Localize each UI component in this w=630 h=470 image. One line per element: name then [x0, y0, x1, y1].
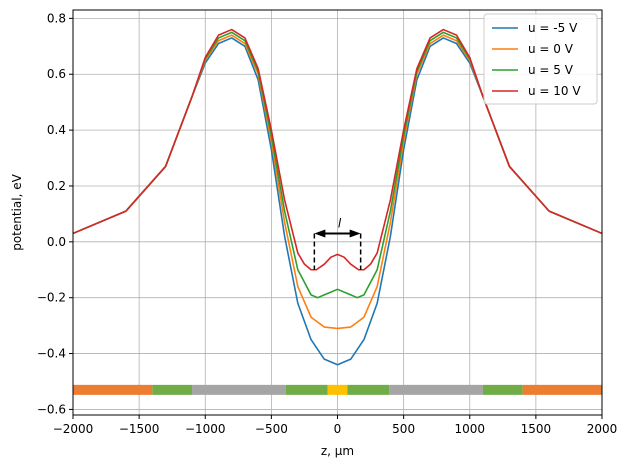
y-tick-label: 0.2	[47, 179, 66, 193]
x-tick-label: 2000	[587, 422, 618, 436]
y-tick-label: 0.8	[47, 11, 66, 25]
x-axis-label: z, μm	[321, 444, 354, 458]
electrode-segment	[327, 384, 348, 395]
y-tick-label: 0.0	[47, 235, 66, 249]
legend-entry: u = 0 V	[528, 42, 574, 56]
x-tick-label: 0	[334, 422, 342, 436]
electrode-segment	[482, 384, 523, 395]
x-tick-label: −2000	[53, 422, 94, 436]
electrode-segment	[192, 384, 286, 395]
electrode-segment	[285, 384, 328, 395]
series-line	[72, 31, 603, 299]
electrode-bar	[73, 384, 602, 395]
l-marker-arrowhead-left	[314, 229, 326, 238]
series-line	[72, 34, 603, 330]
axis-ticks: −2000 −1500 −1000 −500 0 500 1000 1500 2000 −0.6 −…	[37, 11, 617, 436]
x-tick-label: 1500	[521, 422, 552, 436]
y-tick-label: −0.2	[37, 291, 66, 305]
x-tick-label: −1000	[185, 422, 226, 436]
x-tick-label: −500	[255, 422, 288, 436]
legend-entry: u = 5 V	[528, 63, 574, 77]
grid	[72, 10, 603, 415]
series-line	[72, 37, 603, 366]
y-tick-label: −0.4	[37, 347, 66, 361]
electrode-segment	[347, 384, 390, 395]
electrode-segment	[73, 384, 153, 395]
electrode-segment	[389, 384, 483, 395]
l-marker-label: l	[338, 216, 342, 230]
series-line	[72, 28, 603, 271]
series-lines	[72, 28, 603, 366]
y-axis-label: potential, eV	[10, 173, 24, 250]
l-marker-arrowhead-right	[349, 229, 361, 238]
y-tick-label: −0.6	[37, 402, 66, 416]
electrode-segment	[522, 384, 602, 395]
l-marker-annotation: l	[313, 216, 362, 270]
x-tick-label: 1000	[454, 422, 485, 436]
legend-entry: u = -5 V	[528, 21, 578, 35]
x-tick-label: −1500	[119, 422, 160, 436]
legend: u = -5 V u = 0 V u = 5 V u = 10 V	[483, 13, 598, 105]
legend-entry: u = 10 V	[528, 84, 581, 98]
y-tick-label: 0.4	[47, 123, 66, 137]
y-tick-label: 0.6	[47, 67, 66, 81]
legend-box	[483, 13, 598, 105]
electrode-segment	[152, 384, 193, 395]
x-tick-label: 500	[392, 422, 415, 436]
